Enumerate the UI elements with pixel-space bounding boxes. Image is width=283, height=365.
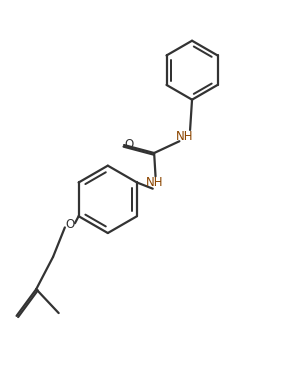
- Text: O: O: [124, 138, 134, 151]
- Text: NH: NH: [145, 176, 163, 189]
- Text: O: O: [65, 218, 74, 231]
- Text: NH: NH: [176, 130, 194, 143]
